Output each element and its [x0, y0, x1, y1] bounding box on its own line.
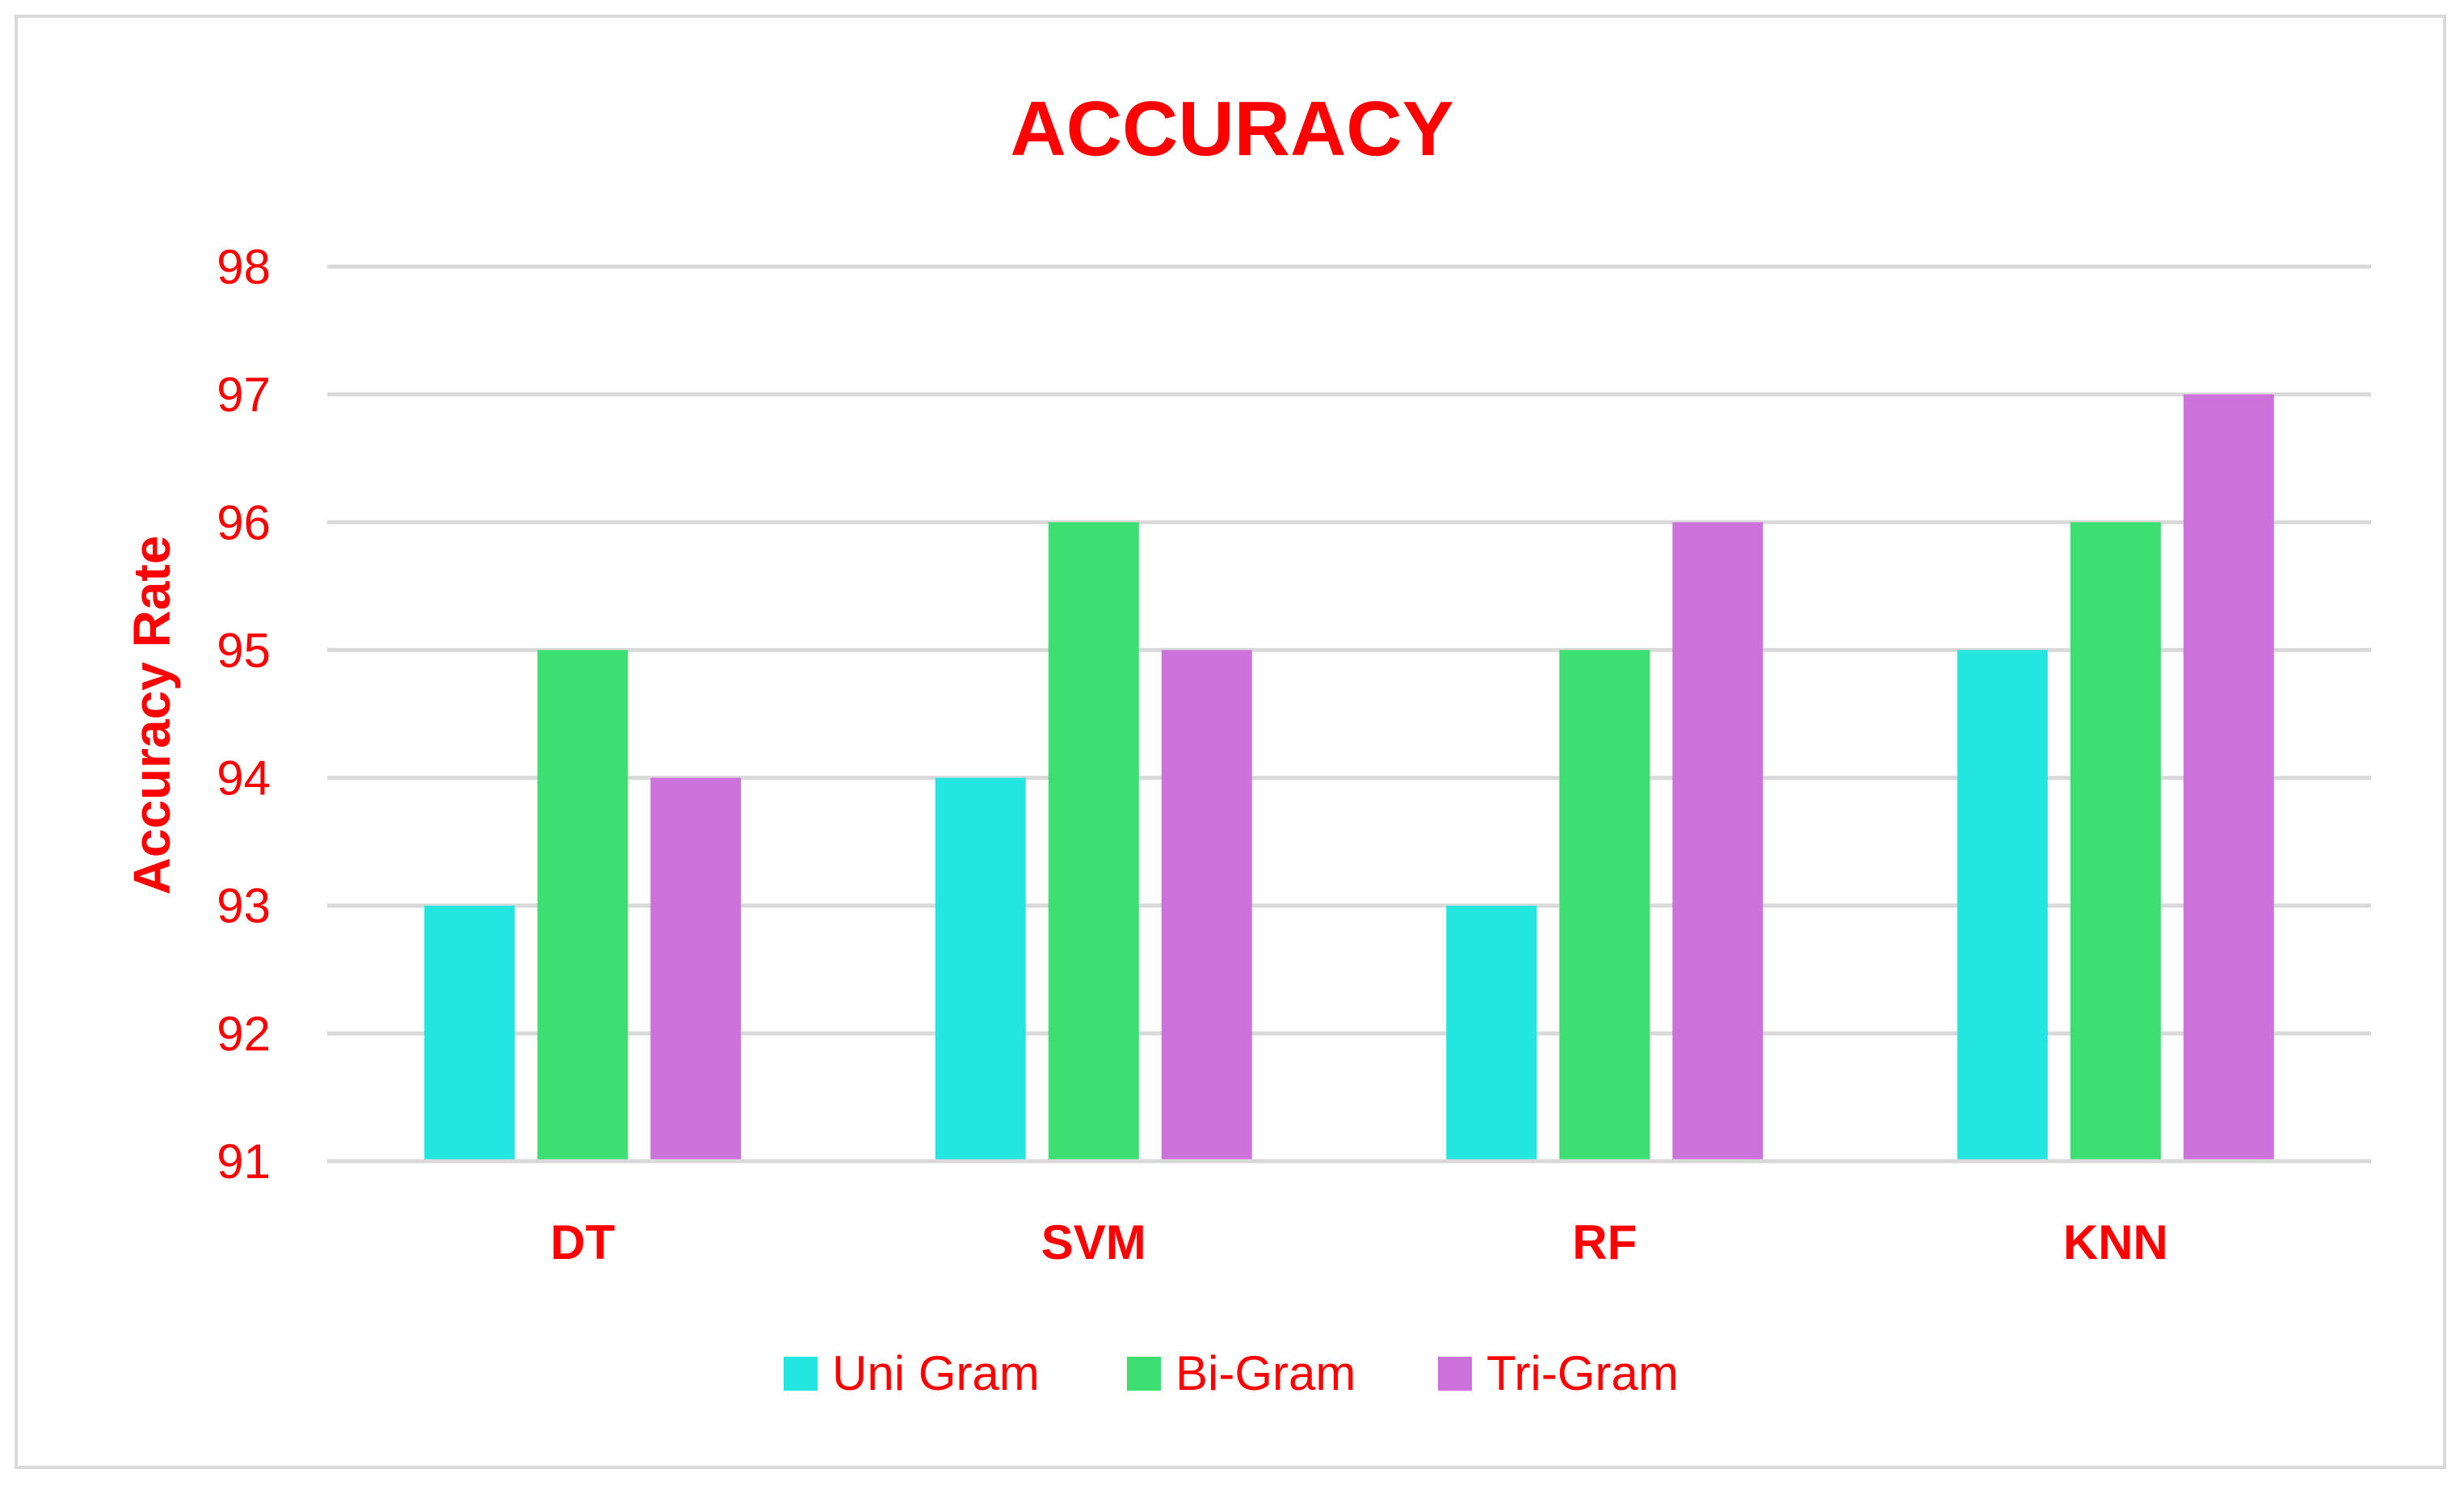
y-tick-label: 92	[217, 1007, 271, 1061]
y-tick-label: 91	[217, 1134, 271, 1189]
bar-svm-bi-gram	[1048, 522, 1139, 1161]
x-tick-label-rf: RF	[1572, 1215, 1637, 1269]
bars	[327, 394, 2371, 1164]
bar-knn-uni-gram	[1957, 650, 2048, 1161]
gridlines	[327, 264, 2371, 1164]
x-tick-label-svm: SVM	[1041, 1215, 1146, 1269]
legend-swatch-bi-gram	[1127, 1357, 1161, 1391]
bar-dt-tri-gram	[650, 777, 742, 1161]
bar-rf-bi-gram	[1559, 650, 1650, 1161]
y-tick-label: 94	[217, 751, 271, 806]
chart-title: ACCURACY	[1010, 86, 1453, 172]
bar-rf-tri-gram	[1672, 522, 1764, 1161]
y-tick-label: 97	[217, 368, 271, 422]
bar-rf-uni-gram	[1446, 905, 1537, 1161]
x-tick-labels: DT SVM RF KNN	[550, 1215, 2168, 1269]
legend-label-bi-gram: Bi-Gram	[1175, 1346, 1356, 1400]
y-axis-label: Accuracy Rate	[123, 536, 181, 895]
y-tick-label: 96	[217, 495, 271, 549]
legend-label-uni-gram: Uni Gram	[832, 1346, 1040, 1400]
legend: Uni Gram Bi-Gram Tri-Gram	[784, 1346, 1679, 1400]
bar-dt-bi-gram	[537, 650, 629, 1161]
bar-knn-tri-gram	[2183, 394, 2274, 1162]
bar-svm-tri-gram	[1161, 650, 1252, 1161]
legend-swatch-tri-gram	[1438, 1357, 1472, 1391]
y-tick-label: 93	[217, 879, 271, 933]
bar-knn-bi-gram	[2070, 522, 2161, 1161]
y-tick-label: 95	[217, 623, 271, 677]
x-tick-label-dt: DT	[550, 1215, 615, 1269]
y-tick-labels: 91 92 93 94 95 96 97 98	[217, 240, 271, 1189]
bar-svm-uni-gram	[935, 777, 1026, 1161]
legend-swatch-uni-gram	[784, 1357, 818, 1391]
y-tick-label: 98	[217, 240, 271, 294]
x-tick-label-knn: KNN	[2063, 1215, 2168, 1269]
legend-label-tri-gram: Tri-Gram	[1486, 1346, 1679, 1400]
bar-dt-uni-gram	[424, 905, 515, 1161]
